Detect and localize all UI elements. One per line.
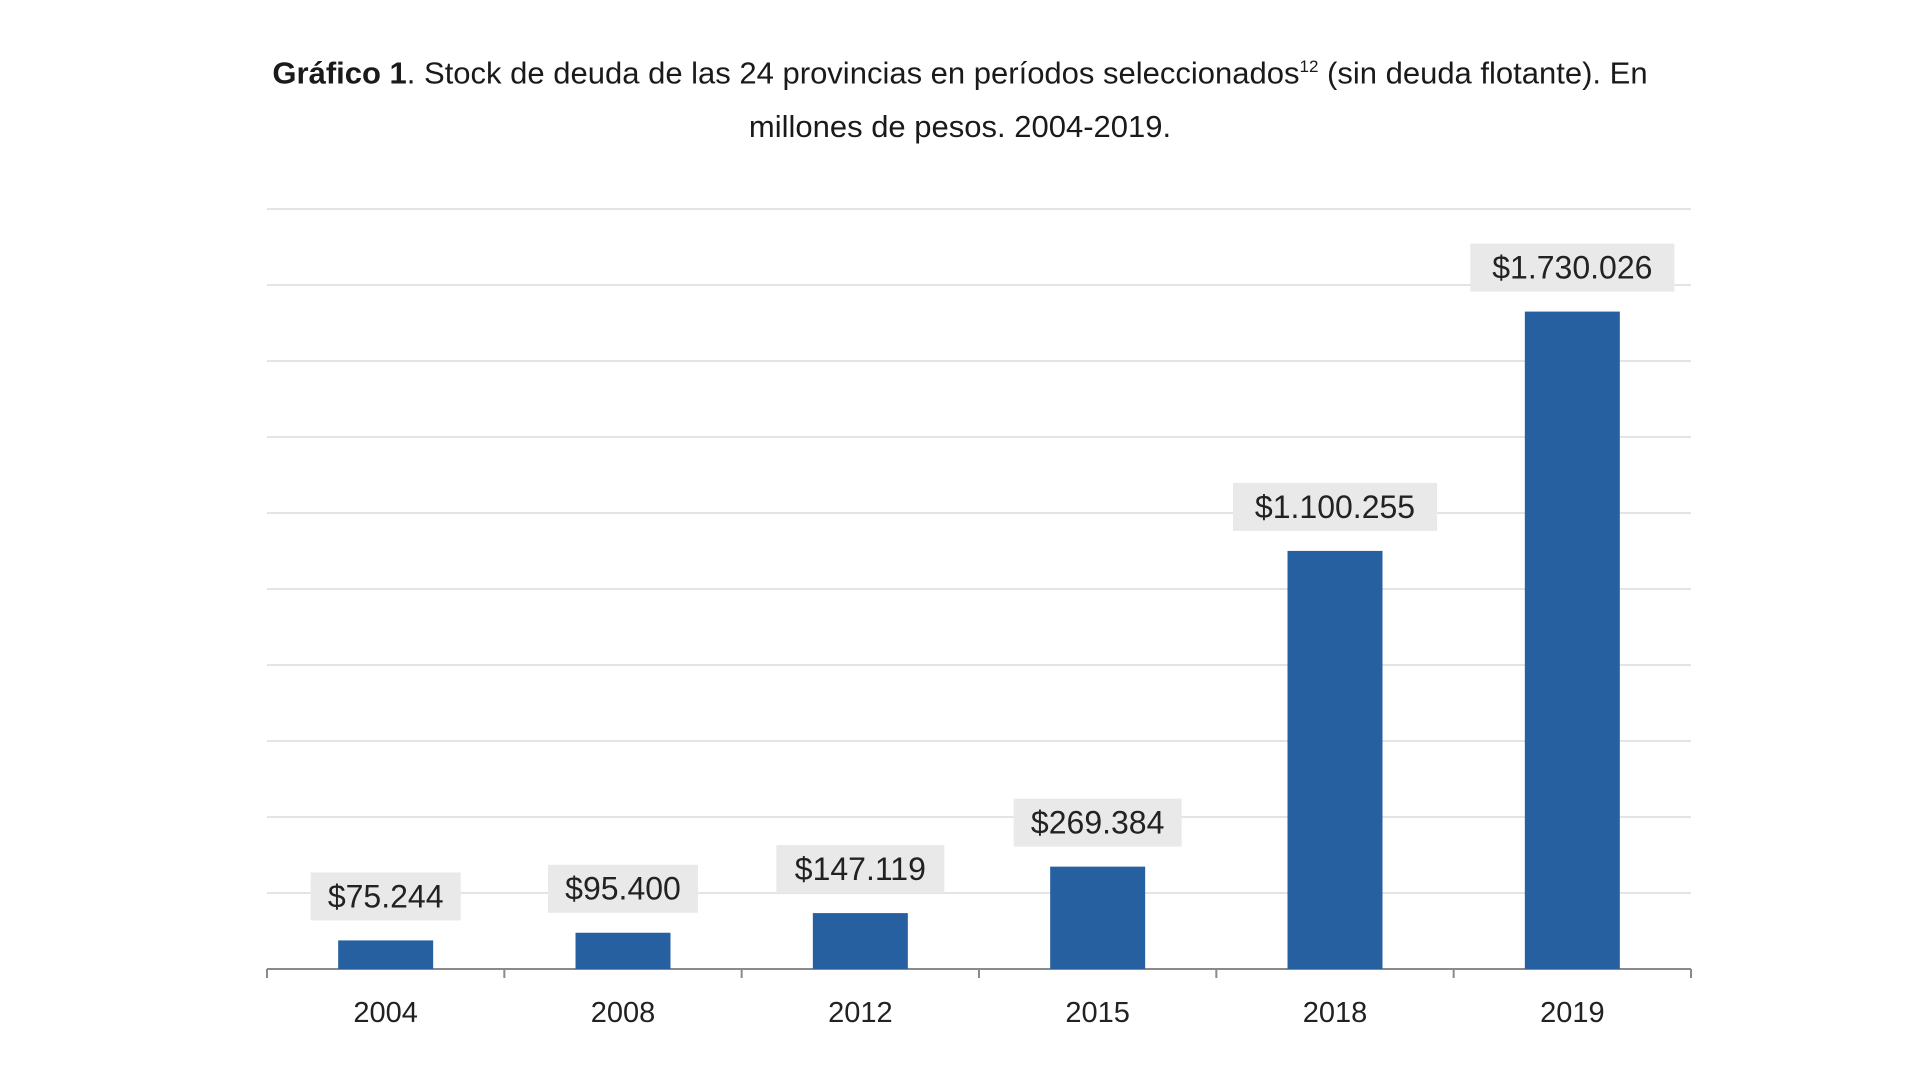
bar-2012	[812, 913, 908, 969]
data-label-2015: $269.384	[1031, 805, 1164, 841]
data-label-bg	[1470, 243, 1675, 292]
x-tick-label-2004: 2004	[353, 997, 418, 1029]
chart-title-text: . Stock de deuda de las 24 provincias en…	[406, 55, 1300, 91]
chart-title-bold: Gráfico 1	[272, 55, 407, 91]
data-label-2018: $1.100.255	[1255, 489, 1415, 525]
data-label-2012: $147.119	[795, 851, 926, 887]
bar-2004	[338, 940, 434, 969]
x-tick-label-2008: 2008	[591, 997, 656, 1029]
bar-2018	[1287, 550, 1383, 969]
x-tick-label-2015: 2015	[1065, 997, 1130, 1029]
data-label-2004: $75.244	[328, 878, 444, 914]
x-tick-label-2018: 2018	[1303, 997, 1368, 1029]
footnote-ref: 12	[1299, 57, 1319, 76]
data-label-2019: $1.730.026	[1492, 250, 1652, 286]
bar-2008	[575, 932, 671, 969]
bar-2019	[1524, 311, 1620, 970]
x-tick-label-2019: 2019	[1540, 997, 1605, 1029]
chart-subtitle: millones de pesos. 2004-2019.	[748, 109, 1172, 145]
data-label-bg	[1013, 798, 1182, 847]
chart-title: Gráfico 1. Stock de deuda de las 24 prov…	[60, 40, 1860, 154]
x-tick-label-2012: 2012	[828, 997, 893, 1029]
data-label-bg	[310, 872, 461, 921]
data-label-bg	[548, 864, 698, 913]
chart-title-tail: (sin deuda flotante). En	[1318, 55, 1648, 91]
bar-2015	[1050, 866, 1146, 969]
data-label-bg	[1233, 482, 1437, 531]
data-label-2008: $95.400	[565, 871, 681, 907]
data-label-bg	[776, 845, 945, 894]
